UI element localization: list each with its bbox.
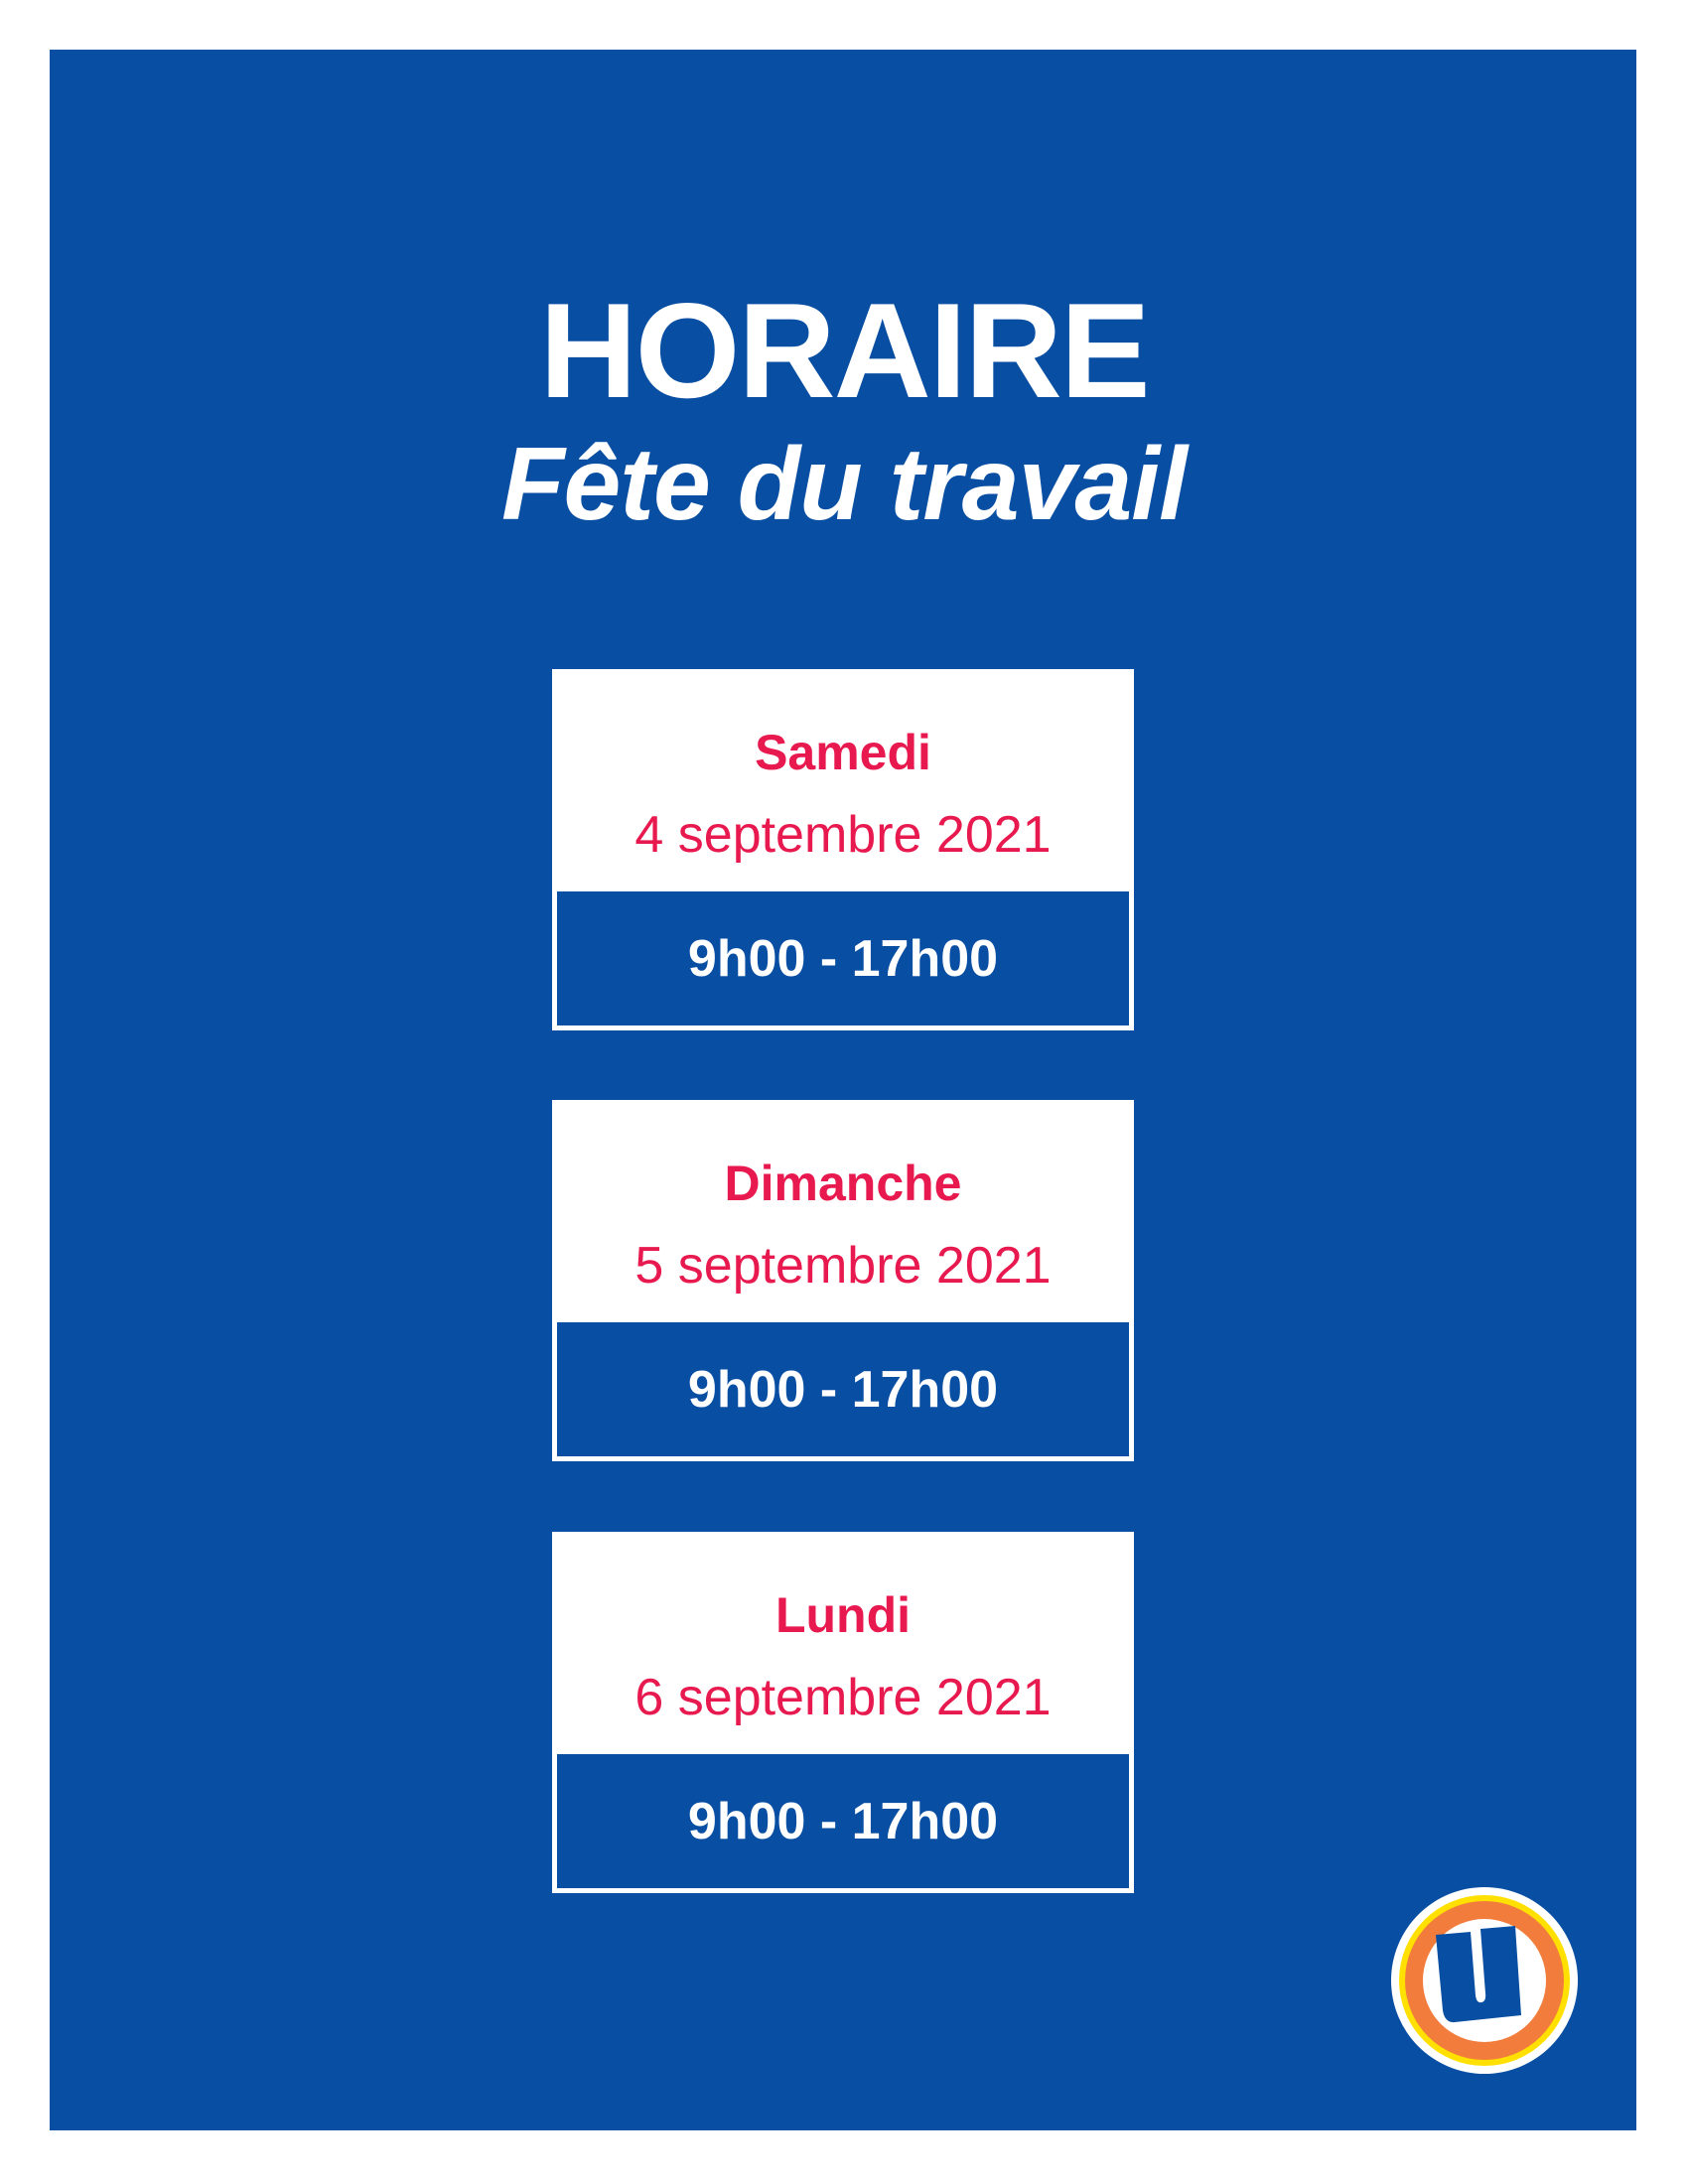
date-label: 5 septembre 2021 — [634, 1237, 1052, 1295]
day-label: Lundi — [774, 1587, 912, 1643]
date-label: 4 septembre 2021 — [634, 806, 1052, 864]
hours-label: 9h00 - 17h00 — [557, 1322, 1129, 1456]
day-label: Dimanche — [724, 1156, 962, 1211]
page-title: HORAIRE — [539, 275, 1150, 426]
date-label: 6 septembre 2021 — [634, 1669, 1052, 1726]
day-label: Samedi — [755, 725, 931, 780]
hours-label: 9h00 - 17h00 — [557, 1754, 1129, 1888]
schedule-card-sunday: Dimanche 5 septembre 2021 9h00 - 17h00 — [552, 1100, 1134, 1461]
schedule-card-saturday: Samedi 4 septembre 2021 9h00 - 17h00 — [552, 669, 1134, 1030]
u-store-logo-icon — [1391, 1887, 1578, 2074]
schedule-card-monday: Lundi 6 septembre 2021 9h00 - 17h00 — [552, 1532, 1134, 1893]
hours-label: 9h00 - 17h00 — [557, 891, 1129, 1025]
page-subtitle: Fête du travail — [500, 427, 1188, 542]
